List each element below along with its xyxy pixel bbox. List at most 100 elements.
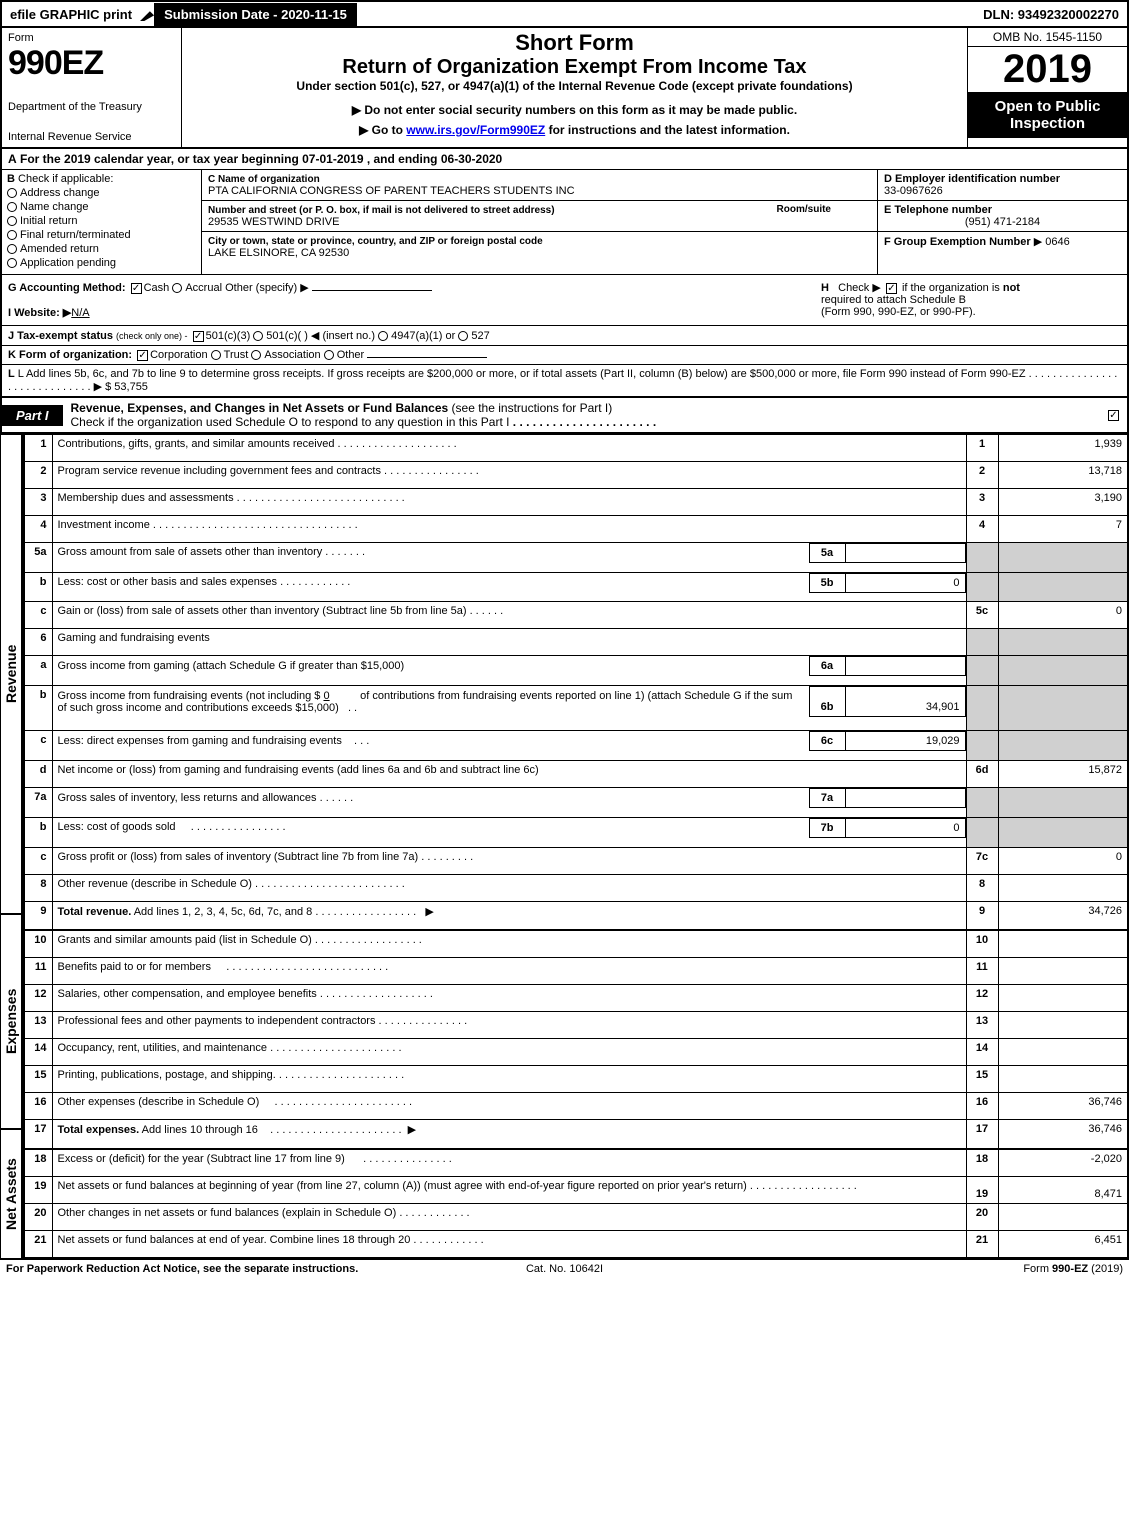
initial-return-radio[interactable] bbox=[7, 216, 17, 226]
527-radio[interactable] bbox=[458, 331, 468, 341]
l17-num: 17 bbox=[24, 1120, 52, 1149]
g-cash: Cash bbox=[144, 282, 170, 294]
l2-amt: 13,718 bbox=[998, 461, 1128, 488]
l5a-miniamt bbox=[845, 543, 965, 562]
501c3-checkbox[interactable] bbox=[193, 331, 204, 342]
group-num: 0646 bbox=[1045, 236, 1069, 248]
l15-num: 15 bbox=[24, 1066, 52, 1093]
g-other-line[interactable] bbox=[312, 290, 432, 291]
open-inspection: Open to Public Inspection bbox=[968, 92, 1127, 138]
l10-num: 10 bbox=[24, 930, 52, 958]
expenses-label: Expenses bbox=[0, 914, 23, 1129]
irs-link[interactable]: www.irs.gov/Form990EZ bbox=[406, 123, 545, 137]
f-arrow: ▶ bbox=[1034, 236, 1042, 248]
assoc-radio[interactable] bbox=[251, 350, 261, 360]
cash-checkbox[interactable] bbox=[131, 283, 142, 294]
l19-num: 19 bbox=[24, 1176, 52, 1203]
l6c-num: c bbox=[24, 731, 52, 761]
l21-box: 21 bbox=[966, 1230, 998, 1258]
k-other-line[interactable] bbox=[367, 357, 487, 358]
l3-text: Membership dues and assessments bbox=[58, 492, 234, 504]
l18-amt: -2,020 bbox=[998, 1149, 1128, 1177]
l7a-mini: 7a bbox=[809, 789, 845, 808]
l16-box: 16 bbox=[966, 1093, 998, 1120]
l12-num: 12 bbox=[24, 985, 52, 1012]
part1-checkbox[interactable] bbox=[1108, 410, 1119, 421]
j-label: J Tax-exempt status bbox=[8, 330, 113, 342]
revenue-label: Revenue bbox=[0, 434, 23, 914]
goto-line: ▶ Go to www.irs.gov/Form990EZ for instru… bbox=[190, 123, 959, 137]
l13-num: 13 bbox=[24, 1012, 52, 1039]
l18-box: 18 bbox=[966, 1149, 998, 1177]
4947-radio[interactable] bbox=[378, 331, 388, 341]
l5a-shade bbox=[966, 542, 998, 572]
l21-amt: 6,451 bbox=[998, 1230, 1128, 1258]
l2-num: 2 bbox=[24, 461, 52, 488]
h-check: Check ▶ bbox=[838, 282, 881, 294]
j-note: (check only one) - bbox=[116, 331, 188, 341]
l6c-text: Less: direct expenses from gaming and fu… bbox=[58, 735, 342, 747]
f-group-lbl: F Group Exemption Number bbox=[884, 236, 1031, 248]
l14-text: Occupancy, rent, utilities, and maintena… bbox=[58, 1042, 268, 1054]
l5c-text: Gain or (loss) from sale of assets other… bbox=[58, 605, 467, 617]
opt-final: Final return/terminated bbox=[20, 229, 131, 241]
app-pending-radio[interactable] bbox=[7, 258, 17, 268]
submission-date: Submission Date - 2020-11-15 bbox=[154, 3, 357, 26]
dept-treasury: Department of the Treasury bbox=[8, 101, 175, 113]
h-if: if the organization is bbox=[902, 282, 1000, 294]
l4-num: 4 bbox=[24, 515, 52, 542]
footer-mid: Cat. No. 10642I bbox=[378, 1263, 750, 1275]
other-radio[interactable] bbox=[324, 350, 334, 360]
l20-text: Other changes in net assets or fund bala… bbox=[58, 1207, 397, 1219]
l6c-miniamt: 19,029 bbox=[845, 732, 965, 751]
l13-text: Professional fees and other payments to … bbox=[58, 1015, 376, 1027]
h-checkbox[interactable] bbox=[886, 283, 897, 294]
accrual-radio[interactable] bbox=[172, 283, 182, 293]
l16-amt: 36,746 bbox=[998, 1093, 1128, 1120]
l2-box: 2 bbox=[966, 461, 998, 488]
irs: Internal Revenue Service bbox=[8, 131, 175, 143]
opt-pending: Application pending bbox=[20, 257, 116, 269]
l8-text: Other revenue (describe in Schedule O) bbox=[58, 878, 252, 890]
l12-box: 12 bbox=[966, 985, 998, 1012]
part1-label: Part I bbox=[2, 405, 63, 426]
short-form: Short Form bbox=[190, 30, 959, 56]
final-return-radio[interactable] bbox=[7, 230, 17, 240]
l3-amt: 3,190 bbox=[998, 488, 1128, 515]
addr-change-radio[interactable] bbox=[7, 188, 17, 198]
j-c3: 501(c)(3) bbox=[206, 330, 251, 342]
l6-text: Gaming and fundraising events bbox=[52, 629, 966, 656]
l6a-text: Gross income from gaming (attach Schedul… bbox=[58, 660, 405, 672]
l3-num: 3 bbox=[24, 488, 52, 515]
l12-text: Salaries, other compensation, and employ… bbox=[58, 988, 317, 1000]
l6d-num: d bbox=[24, 761, 52, 788]
501c-radio[interactable] bbox=[253, 331, 263, 341]
l9-text: Total revenue. bbox=[58, 906, 132, 918]
lines-table: 1Contributions, gifts, grants, and simil… bbox=[23, 434, 1129, 1259]
l11-num: 11 bbox=[24, 958, 52, 985]
l7a-text: Gross sales of inventory, less returns a… bbox=[58, 792, 317, 804]
l10-box: 10 bbox=[966, 930, 998, 958]
l15-box: 15 bbox=[966, 1066, 998, 1093]
l1-text: Contributions, gifts, grants, and simila… bbox=[58, 438, 335, 450]
d-ein-lbl: D Employer identification number bbox=[884, 173, 1060, 185]
l7b-miniamt: 0 bbox=[845, 818, 965, 837]
l11-text: Benefits paid to or for members bbox=[58, 961, 211, 973]
l14-amt bbox=[998, 1039, 1128, 1066]
l21-text: Net assets or fund balances at end of ye… bbox=[58, 1234, 411, 1246]
l5b-miniamt: 0 bbox=[845, 573, 965, 592]
org-city: LAKE ELSINORE, CA 92530 bbox=[208, 247, 349, 259]
corp-checkbox[interactable] bbox=[137, 350, 148, 361]
l6b-mini: 6b bbox=[809, 687, 845, 717]
trust-radio[interactable] bbox=[211, 350, 221, 360]
footer-left: For Paperwork Reduction Act Notice, see … bbox=[6, 1263, 378, 1275]
l6b-miniamt: 34,901 bbox=[845, 687, 965, 717]
name-change-radio[interactable] bbox=[7, 202, 17, 212]
l3-box: 3 bbox=[966, 488, 998, 515]
amended-return-radio[interactable] bbox=[7, 244, 17, 254]
h-forms: (Form 990, 990-EZ, or 990-PF). bbox=[821, 306, 976, 318]
k-trust: Trust bbox=[224, 349, 249, 361]
l20-amt bbox=[998, 1203, 1128, 1230]
b-label: B bbox=[7, 173, 15, 185]
opt-amended: Amended return bbox=[20, 243, 99, 255]
